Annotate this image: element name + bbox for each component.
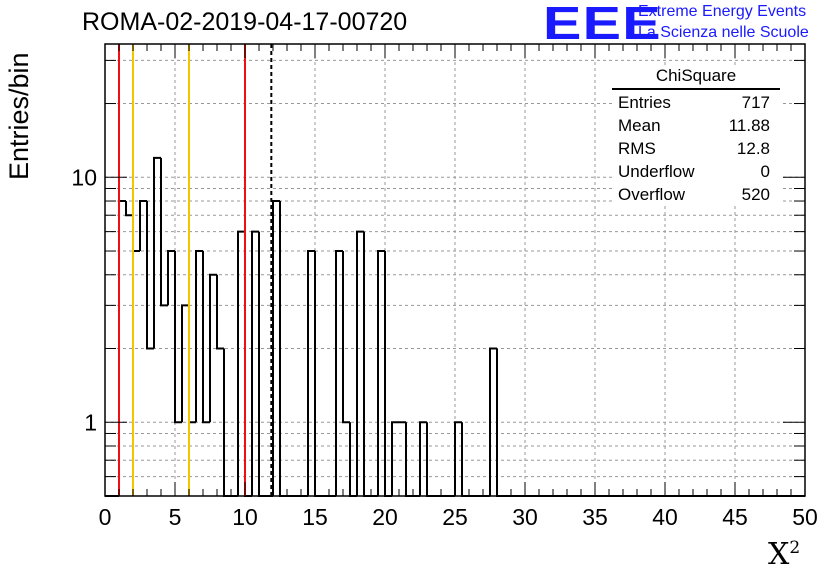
- axes: 0 5 10 15 20 25 30 35 40 45 50 1 10: [71, 43, 818, 530]
- histogram-bin: [139, 200, 147, 252]
- histogram-bin: [251, 230, 259, 496]
- chart-title: ROMA-02-2019-04-17-00720: [82, 8, 408, 36]
- histogram-bin: [419, 421, 427, 496]
- x-tick-label: 0: [99, 504, 112, 530]
- y-tick-label: 1: [84, 409, 97, 435]
- x-axis-label: X2: [768, 537, 800, 572]
- x-axis-label-superscript: 2: [789, 538, 801, 558]
- brand-line-1: Extreme Energy Events: [638, 3, 807, 20]
- histogram-bin: [216, 274, 224, 350]
- histogram-bin: [209, 273, 217, 423]
- histogram-bin: [125, 201, 133, 217]
- stats-row-overflow: Overflow 520: [612, 183, 780, 206]
- x-tick-label: 15: [302, 504, 328, 530]
- histogram-bin: [146, 201, 154, 350]
- x-tick-label: 20: [372, 504, 398, 530]
- x-tick-label: 45: [722, 504, 748, 530]
- stats-value: 717: [741, 93, 770, 112]
- eee-logo: EEE: [543, 0, 662, 49]
- histogram-bin: [167, 250, 175, 306]
- x-tick-label: 35: [582, 504, 608, 530]
- histogram-bin: [307, 250, 315, 496]
- histogram-bin: [335, 250, 343, 496]
- stats-label: RMS: [618, 139, 656, 158]
- stats-row-rms: RMS 12.8: [612, 137, 780, 160]
- x-axis-label-base: X: [768, 537, 790, 572]
- histogram-bin: [237, 230, 245, 496]
- histogram-bin: [377, 250, 385, 496]
- histogram-bin: [153, 156, 161, 349]
- histogram-bin: [384, 251, 392, 497]
- stats-box: ChiSquare Entries 717 Mean 11.88 RMS 12.…: [612, 66, 780, 206]
- reference-lines: [118, 44, 273, 496]
- stats-label: Mean: [618, 116, 661, 135]
- stats-value: 0: [760, 162, 770, 181]
- histogram-bin: [132, 215, 140, 253]
- x-tick-label: 25: [442, 504, 468, 530]
- x-tick-label: 50: [792, 504, 818, 530]
- y-tick-label: 10: [71, 164, 97, 190]
- histogram-bin: [363, 231, 371, 497]
- stats-label: Entries: [618, 93, 671, 112]
- histogram-bin: [188, 305, 196, 424]
- x-tick-label: 10: [232, 504, 258, 530]
- x-tick-label: 40: [652, 504, 678, 530]
- histogram-bin: [314, 251, 322, 497]
- histogram-bin: [258, 231, 266, 497]
- histogram-bin: [195, 250, 203, 423]
- histogram-bin: [160, 157, 168, 307]
- stats-label: Underflow: [618, 162, 695, 181]
- histogram-bin: [174, 251, 182, 424]
- brand-line-2: La Scienza nelle Scuole: [638, 24, 809, 41]
- histogram-bin: [489, 347, 497, 496]
- x-tick-label: 30: [512, 504, 538, 530]
- stats-value: 520: [741, 185, 770, 204]
- histogram-bin: [342, 251, 350, 424]
- stats-label: Overflow: [618, 185, 686, 204]
- histogram-bin: [244, 231, 252, 497]
- stats-row-underflow: Underflow 0: [612, 160, 780, 183]
- histogram-bin: [202, 251, 210, 424]
- histogram-bin: [272, 200, 280, 496]
- stats-value: 12.8: [736, 139, 770, 158]
- y-axis-label: Entries/bin: [4, 52, 34, 180]
- stats-row-mean: Mean 11.88: [612, 114, 780, 137]
- stats-row-entries: Entries 717: [612, 91, 780, 114]
- histogram-bin: [181, 304, 189, 423]
- histogram-bin: [391, 421, 399, 496]
- histogram-bin: [356, 230, 364, 496]
- histogram-bin: [454, 421, 462, 496]
- stats-value: 11.88: [728, 116, 770, 135]
- x-tick-label: 5: [169, 504, 182, 530]
- stats-box-title: ChiSquare: [612, 66, 780, 90]
